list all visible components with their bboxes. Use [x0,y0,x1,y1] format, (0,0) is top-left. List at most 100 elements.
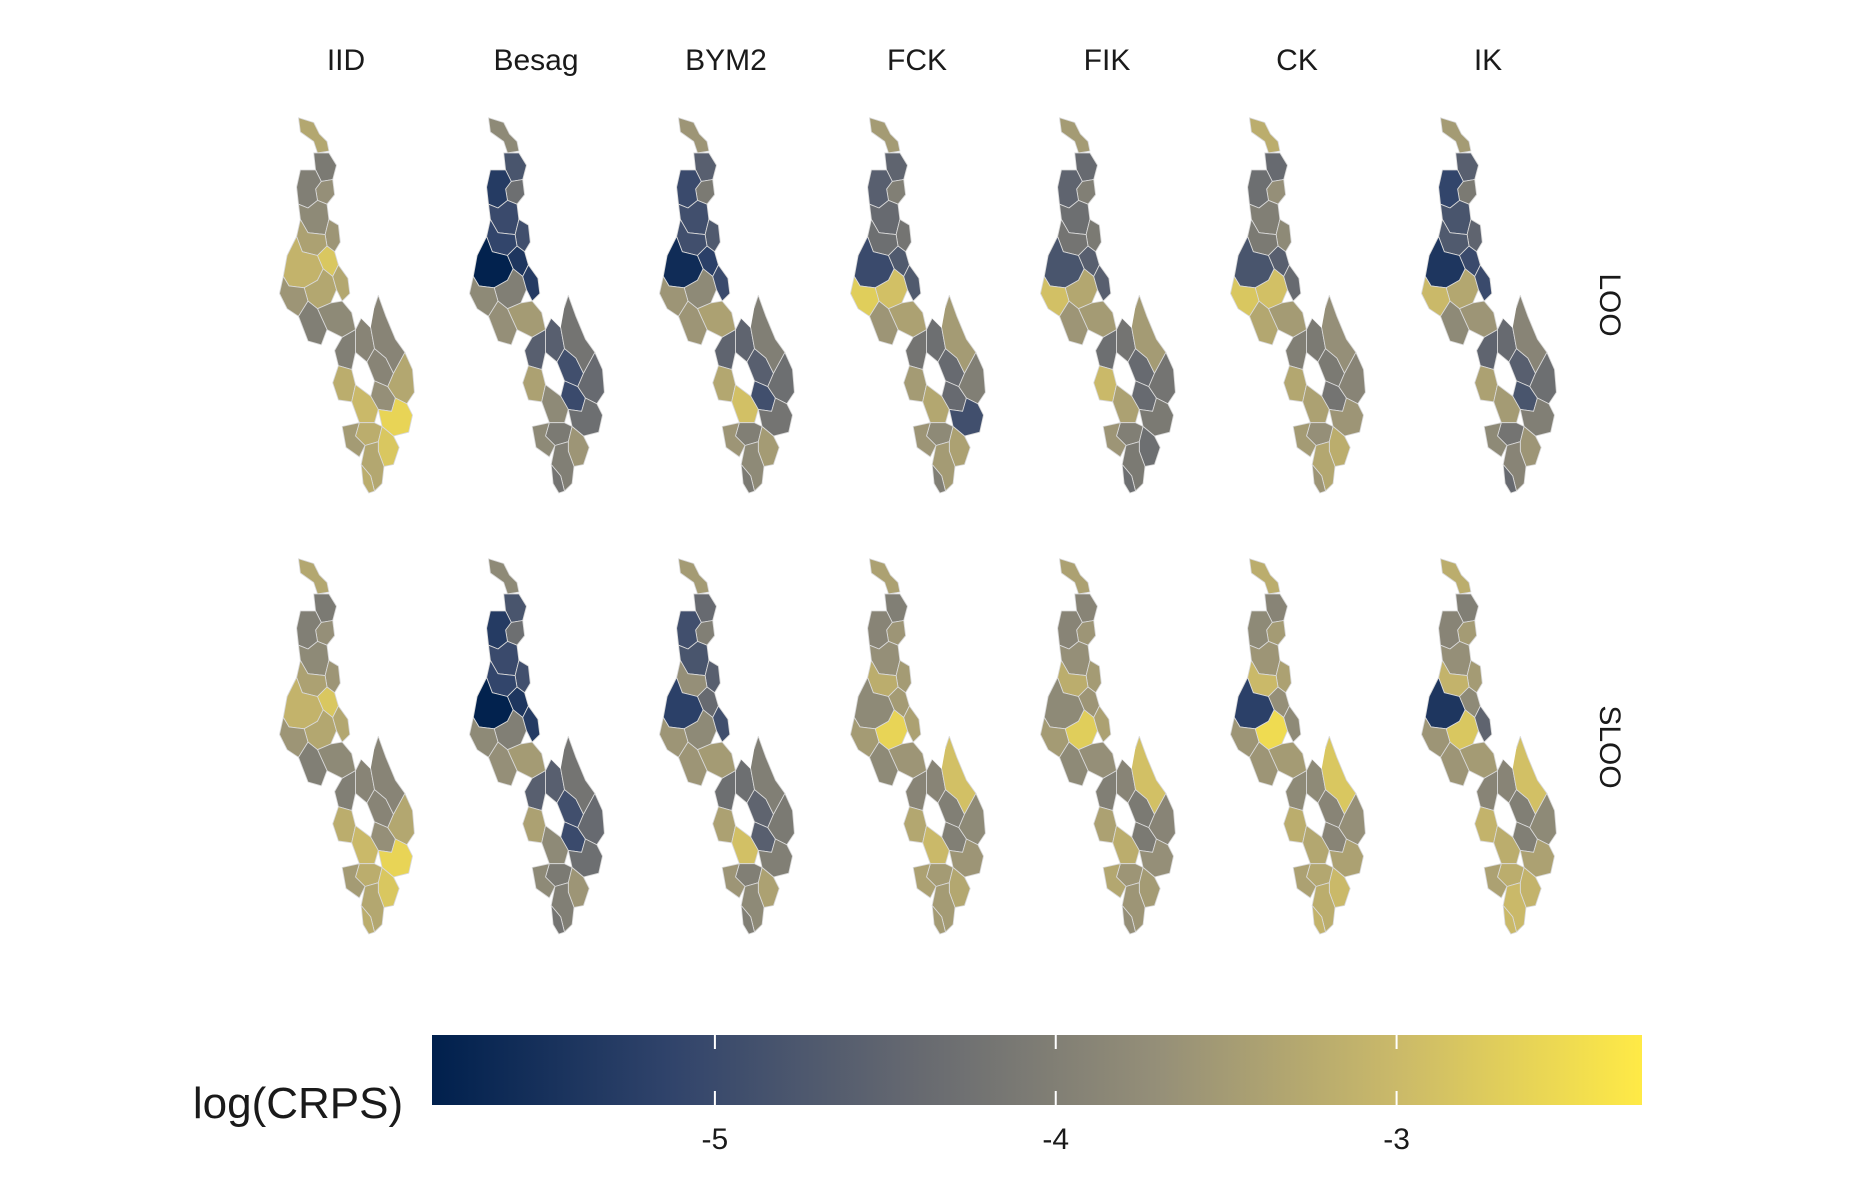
district-region [678,300,708,346]
row-label-sloo: SLOO [1593,705,1626,788]
district-region [317,741,356,779]
district-region [1059,558,1091,595]
district-region [1283,806,1307,844]
legend-title: log(CRPS) [193,1079,403,1128]
district-region [522,365,546,403]
colorbar [432,1035,1642,1105]
district-region [488,300,518,346]
district-region [678,741,708,787]
district-region [931,905,946,935]
district-region [550,905,565,935]
map-panel-sloo-fik [1040,558,1176,935]
map-panel-loo-iid [279,117,415,494]
map-panel-sloo-ik [1421,558,1557,935]
map-panels [279,117,1557,935]
lake-area [739,747,755,769]
district-region [678,117,710,154]
district-region [1093,705,1112,743]
district-region [1440,741,1470,787]
district-region [712,806,736,844]
district-region [1249,300,1279,346]
lake-area [1501,747,1517,769]
district-region [1459,741,1498,779]
district-region [522,806,546,844]
district-region [507,300,546,338]
district-region [697,741,736,779]
district-region [488,117,520,154]
district-region [1502,464,1517,494]
map-panel-loo-ck [1230,117,1366,494]
district-region [1249,741,1279,787]
lake-area [359,747,375,769]
district-region [522,705,541,743]
district-region [1078,741,1117,779]
district-region [869,300,899,346]
lake-area [930,747,946,769]
district-region [298,558,330,595]
column-headers: IID Besag BYM2 FCK FIK CK IK [327,44,1502,77]
colorbar-tick-label: -4 [1042,1123,1069,1156]
district-region [334,770,356,811]
district-region [550,464,565,494]
district-region [334,329,356,370]
lake-area [359,306,375,328]
district-region [1474,264,1493,302]
district-region [488,741,518,787]
district-region [1285,770,1307,811]
district-region [522,264,541,302]
district-region [1474,705,1493,743]
map-panel-sloo-fck [850,558,986,935]
district-region [1283,365,1307,403]
lake-area [1310,306,1326,328]
district-region [1093,264,1112,302]
district-region [678,558,710,595]
lake-area [549,306,565,328]
column-label-bym2: BYM2 [685,44,767,77]
district-region [869,558,901,595]
district-region [1249,558,1281,595]
district-region [298,300,328,346]
district-region [1476,770,1498,811]
district-region [1121,464,1136,494]
colorbar-ticks: -5 -4 -3 [702,1035,1410,1156]
district-region [1268,300,1307,338]
district-region [1078,300,1117,338]
column-label-iid: IID [327,44,365,77]
district-region [888,741,927,779]
district-region [298,741,328,787]
district-region [1474,365,1498,403]
lake-area [739,306,755,328]
district-region [712,705,731,743]
map-panel-loo-bym2 [659,117,795,494]
lake-area [1120,747,1136,769]
district-region [1095,329,1117,370]
column-label-ck: CK [1276,44,1318,77]
lake-area [1501,306,1517,328]
lake-area [1120,306,1136,328]
district-region [903,365,927,403]
district-region [488,558,520,595]
district-region [888,300,927,338]
map-panel-sloo-ck [1230,558,1366,935]
column-label-besag: Besag [493,44,578,77]
district-region [1059,117,1091,154]
district-region [360,905,375,935]
district-region [317,300,356,338]
map-panel-loo-ik [1421,117,1557,494]
map-panel-loo-fik [1040,117,1176,494]
district-region [714,329,736,370]
district-region [1440,558,1472,595]
district-region [1093,365,1117,403]
row-label-loo: LOO [1593,273,1626,336]
district-region [1283,705,1302,743]
district-region [697,300,736,338]
district-region [1440,117,1472,154]
district-region [869,117,901,154]
district-region [524,770,546,811]
district-region [1059,300,1089,346]
district-region [1121,905,1136,935]
district-region [1476,329,1498,370]
map-panel-loo-besag [469,117,605,494]
district-region [1311,905,1326,935]
